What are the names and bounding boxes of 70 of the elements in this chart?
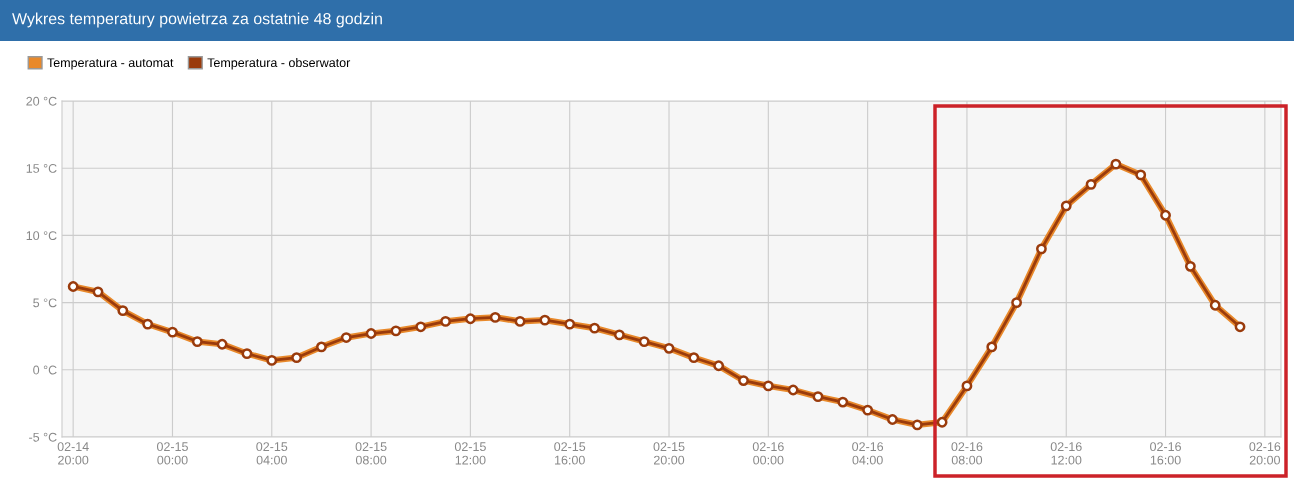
point (1011, 297, 1023, 309)
point (663, 342, 675, 354)
point (1135, 169, 1147, 181)
point (862, 404, 874, 416)
y-tick-label: 20 °C (26, 96, 57, 106)
point (1209, 299, 1221, 311)
point (340, 332, 352, 343)
point (812, 391, 824, 403)
point (241, 348, 253, 360)
point (390, 325, 402, 337)
point (291, 352, 303, 364)
x-tick-label: 02-14 20:00 (57, 442, 89, 465)
point (762, 380, 774, 392)
point (489, 311, 501, 323)
point (365, 328, 377, 339)
point (117, 305, 129, 317)
point (440, 316, 451, 327)
point (1110, 158, 1122, 170)
y-tick-label: -5 °C (29, 432, 57, 442)
point (1085, 178, 1097, 190)
point (936, 416, 948, 428)
point (167, 326, 178, 338)
y-tick-label: 5 °C (33, 298, 57, 308)
point (713, 360, 725, 372)
x-tick-label: 02-15 00:00 (156, 442, 188, 465)
point (738, 375, 749, 386)
point (142, 318, 154, 330)
point (1036, 243, 1047, 255)
x-tick-label: 02-16 04:00 (852, 442, 884, 465)
point (1060, 200, 1072, 212)
point (514, 316, 526, 327)
point (887, 414, 898, 425)
x-tick-label: 02-15 16:00 (554, 442, 586, 465)
point (216, 338, 228, 350)
legend-label: Temperatura - automat (47, 58, 174, 70)
point (1160, 209, 1171, 221)
point (266, 354, 278, 366)
point (564, 318, 576, 330)
x-tick-label: 02-15 20:00 (653, 442, 685, 465)
x-tick-label: 02-16 12:00 (1050, 442, 1082, 465)
x-tick-label: 02-15 08:00 (355, 442, 387, 465)
x-tick-label: 02-16 08:00 (951, 442, 983, 465)
point (1234, 321, 1246, 333)
point (688, 352, 700, 364)
point (415, 321, 427, 333)
point (1184, 260, 1196, 272)
x-tick-label: 02-16 00:00 (752, 442, 784, 465)
y-tick-label: 10 °C (26, 231, 57, 241)
point (589, 322, 600, 334)
x-tick-label: 02-15 12:00 (454, 442, 486, 465)
x-tick-label: 02-16 16:00 (1150, 442, 1181, 465)
point (911, 419, 923, 431)
x-tick-label: 02-16 20:00 (1249, 442, 1281, 465)
point (986, 341, 998, 353)
point (191, 336, 203, 347)
point (464, 313, 476, 325)
point (539, 314, 551, 326)
point (837, 396, 849, 408)
x-tick-label: 02-15 04:00 (256, 442, 288, 465)
point (787, 384, 799, 396)
point (613, 329, 625, 341)
point (67, 281, 79, 292)
point (316, 341, 327, 353)
y-tick-label: 15 °C (26, 164, 57, 173)
legend-label: Temperatura - obserwator (207, 57, 351, 70)
point (638, 336, 650, 347)
chart-title: Wykres temperatury powietrza za ostatnie 48 godzin (12, 12, 382, 28)
y-tick-label: 0 °C (33, 365, 57, 375)
point (92, 286, 104, 298)
point (961, 380, 973, 392)
